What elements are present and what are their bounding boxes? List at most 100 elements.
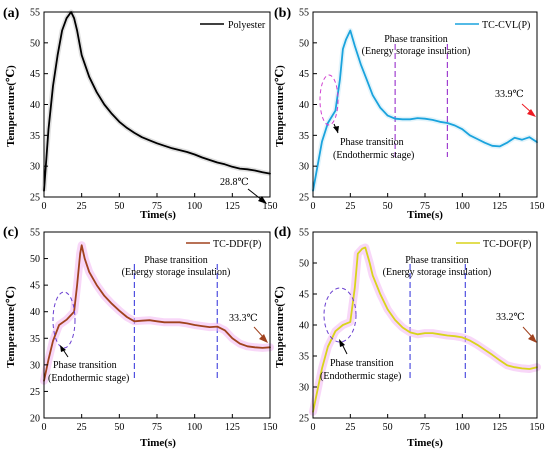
x-tick-label-c-150: 150: [263, 422, 278, 433]
legend-label-c: TC-DDF(P): [213, 239, 261, 250]
y-tick-label-c-45: 45: [30, 281, 40, 292]
legend-c: TC-DDF(P): [186, 239, 261, 250]
y-tick-label-a-50: 50: [30, 38, 40, 49]
panel-label-c: (c): [3, 225, 19, 240]
x-tick-label-d-75: 75: [420, 422, 430, 433]
endothermic-arrowhead-d: [339, 339, 345, 347]
y-tick-label-a-45: 45: [30, 69, 40, 80]
endothermic-sublabel-c: (Endothermic stage): [48, 373, 129, 384]
legend-label-b: TC-CVL(P): [482, 20, 530, 31]
y-tick-label-c-50: 50: [30, 254, 40, 265]
end-temp-arrowhead-c: [259, 334, 268, 343]
x-tick-label-c-25: 25: [77, 422, 87, 433]
y-tick-label-d-50: 50: [299, 259, 309, 270]
x-tick-label-c-0: 0: [42, 422, 47, 433]
x-tick-label-a-0: 0: [42, 201, 47, 212]
y-tick-label-d-30: 30: [299, 383, 309, 394]
x-tick-label-d-125: 125: [492, 422, 507, 433]
end-temp-label-a: 28.8℃: [220, 177, 249, 188]
storage-label-b: Phase transition: [384, 34, 448, 45]
endothermic-arrowhead-b: [333, 126, 339, 133]
legend-label-a: Polyester: [228, 20, 266, 31]
y-tick-label-b-55: 55: [299, 8, 309, 19]
x-tick-label-d-100: 100: [455, 422, 470, 433]
x-tick-label-a-50: 50: [114, 201, 124, 212]
y-tick-label-b-25: 25: [299, 193, 309, 204]
end-temp-label-b: 33.9℃: [495, 89, 524, 100]
x-tick-label-b-125: 125: [492, 201, 507, 212]
endothermic-arrowhead-c: [60, 345, 66, 352]
panel-label-a: (a): [3, 6, 20, 21]
y-axis-label-b: Temperature(℃): [274, 65, 286, 147]
y-tick-label-b-40: 40: [299, 100, 309, 111]
end-temp-arrowhead-b: [527, 109, 536, 117]
end-temp-arrow-a: [247, 188, 263, 201]
y-axis-label-c: Temperature(℃): [5, 286, 17, 368]
y-tick-label-c-20: 20: [30, 414, 40, 425]
end-temp-arrowhead-d: [528, 334, 537, 343]
x-tick-label-b-0: 0: [311, 201, 316, 212]
end-temp-arrowhead-a: [258, 196, 267, 204]
storage-sublabel-b: (Energy storage insulation): [362, 46, 471, 57]
y-tick-label-a-35: 35: [30, 131, 40, 142]
y-tick-label-c-55: 55: [30, 228, 40, 239]
x-tick-label-d-25: 25: [345, 422, 355, 433]
plot-area-c: 0 25 50 75 100 125 150 20 25 30 35 40 45 50 55: [30, 228, 278, 434]
series-line-c-1: [43, 244, 271, 382]
x-tick-label-c-125: 125: [225, 422, 240, 433]
storage-label-c: Phase transition: [144, 255, 208, 266]
x-axis-label-b: Time(s): [407, 209, 443, 221]
y-axis-label-a: Temperature(℃): [5, 65, 17, 147]
storage-sublabel-c: (Energy storage insulation): [122, 267, 231, 278]
x-tick-label-c-50: 50: [114, 422, 124, 433]
series-line-a-1: [43, 11, 271, 192]
series-line-b-1: [312, 29, 538, 192]
x-tick-label-a-100: 100: [187, 201, 202, 212]
legend-a: Polyester: [200, 20, 266, 31]
x-tick-label-a-75: 75: [152, 201, 162, 212]
x-tick-label-b-75: 75: [420, 201, 430, 212]
x-axis-label-d: Time(s): [407, 437, 443, 449]
panel-label-d: (d): [274, 225, 291, 240]
y-tick-label-a-55: 55: [30, 8, 40, 19]
end-temp-label-c: 33.3℃: [229, 313, 258, 324]
endothermic-ellipse-b: [319, 74, 339, 126]
y-tick-label-a-25: 25: [30, 193, 40, 204]
legend-d: TC-DOF(P): [456, 239, 531, 250]
x-tick-label-b-100: 100: [455, 201, 470, 212]
y-tick-label-c-40: 40: [30, 307, 40, 318]
x-tick-label-c-100: 100: [187, 422, 202, 433]
y-tick-label-b-50: 50: [299, 38, 309, 49]
storage-label-d: Phase transition: [405, 255, 469, 266]
x-tick-label-c-75: 75: [152, 422, 162, 433]
x-tick-label-b-150: 150: [530, 201, 545, 212]
y-tick-label-d-40: 40: [299, 321, 309, 332]
y-tick-label-a-40: 40: [30, 100, 40, 111]
endothermic-label-d: Phase transition: [330, 358, 394, 369]
x-tick-label-a-150: 150: [263, 201, 278, 212]
endothermic-ellipse-d: [323, 287, 357, 343]
y-tick-label-d-45: 45: [299, 290, 309, 301]
endothermic-sublabel-b: (Endothermic stage): [333, 150, 414, 161]
x-tick-label-d-150: 150: [530, 422, 545, 433]
y-tick-label-a-30: 30: [30, 162, 40, 173]
y-tick-label-c-35: 35: [30, 334, 40, 345]
y-tick-label-b-35: 35: [299, 131, 309, 142]
y-tick-label-b-30: 30: [299, 162, 309, 173]
panel-label-b: (b): [274, 6, 291, 21]
endothermic-sublabel-d: (Endothermic stage): [320, 371, 401, 382]
y-tick-label-c-30: 30: [30, 360, 40, 371]
legend-b: TC-CVL(P): [455, 20, 530, 31]
panel-c: (c) 0 25 50 75 100 125 150 20 25 30 35 40 45 50 55 Tim…: [3, 225, 278, 449]
x-tick-label-b-50: 50: [383, 201, 393, 212]
end-temp-label-d: 33.2℃: [496, 312, 525, 323]
legend-label-d: TC-DOF(P): [483, 239, 531, 250]
